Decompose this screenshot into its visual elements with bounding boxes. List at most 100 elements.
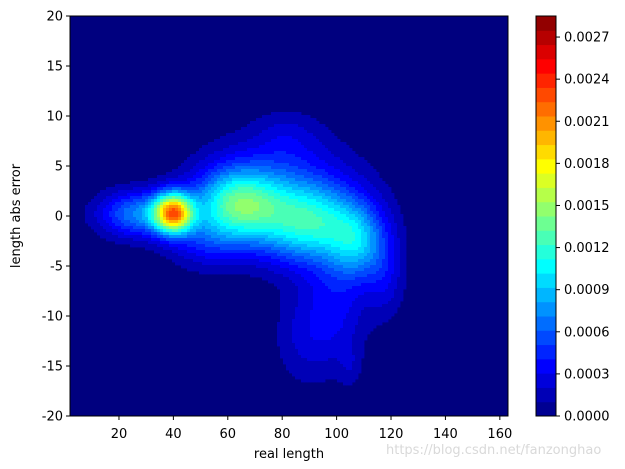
density-cell — [397, 298, 401, 302]
density-cell — [238, 265, 242, 269]
density-cell — [301, 214, 305, 218]
density-cell — [295, 247, 299, 251]
density-cell — [220, 253, 224, 257]
density-cell — [322, 334, 326, 338]
density-cell — [316, 337, 320, 341]
density-cell — [307, 145, 311, 149]
density-cell — [250, 163, 254, 167]
density-cell — [355, 328, 359, 332]
density-cell — [400, 250, 404, 254]
density-cell — [385, 211, 389, 215]
density-cell — [301, 244, 305, 248]
density-cell — [388, 265, 392, 269]
density-cell — [271, 238, 275, 242]
density-cell — [379, 283, 383, 287]
density-cell — [265, 121, 269, 125]
density-cell — [352, 190, 356, 194]
density-cell — [280, 268, 284, 272]
density-cell — [214, 154, 218, 158]
density-cell — [313, 139, 317, 143]
density-cell — [325, 169, 329, 173]
density-cell — [319, 175, 323, 179]
density-cell — [292, 298, 296, 302]
density-cell — [349, 160, 353, 164]
density-cell — [394, 217, 398, 221]
density-cell — [253, 256, 257, 260]
density-cell — [298, 151, 302, 155]
density-cell — [190, 235, 194, 239]
density-cell — [235, 211, 239, 215]
density-cell — [163, 196, 167, 200]
density-cell — [217, 148, 221, 152]
density-cell — [172, 205, 176, 209]
density-cell — [340, 253, 344, 257]
density-cell — [235, 196, 239, 200]
density-cell — [271, 181, 275, 185]
density-cell — [289, 175, 293, 179]
density-cell — [148, 244, 152, 248]
density-cell — [298, 256, 302, 260]
density-cell — [382, 271, 386, 275]
density-cell — [382, 289, 386, 293]
density-cell — [193, 214, 197, 218]
density-cell — [328, 307, 332, 311]
density-cell — [217, 139, 221, 143]
density-cell — [295, 307, 299, 311]
density-cell — [211, 250, 215, 254]
density-cell — [313, 130, 317, 134]
density-cell — [259, 154, 263, 158]
density-cell — [214, 268, 218, 272]
density-cell — [124, 187, 128, 191]
density-cell — [265, 214, 269, 218]
density-cell — [367, 298, 371, 302]
density-cell — [169, 238, 173, 242]
density-cell — [322, 322, 326, 326]
density-cell — [154, 229, 158, 233]
density-cell — [94, 208, 98, 212]
density-cell — [262, 268, 266, 272]
density-cell — [190, 205, 194, 209]
density-cell — [361, 163, 365, 167]
density-cell — [355, 235, 359, 239]
density-cell — [262, 184, 266, 188]
density-cell — [346, 265, 350, 269]
density-cell — [250, 259, 254, 263]
density-cell — [193, 196, 197, 200]
density-cell — [277, 112, 281, 116]
density-cell — [346, 298, 350, 302]
density-cell — [157, 190, 161, 194]
density-cell — [379, 310, 383, 314]
density-cell — [175, 214, 179, 218]
density-cell — [325, 277, 329, 281]
density-cell — [271, 166, 275, 170]
density-cell — [298, 241, 302, 245]
density-cell — [364, 298, 368, 302]
density-cell — [343, 175, 347, 179]
density-cell — [385, 277, 389, 281]
density-cell — [337, 277, 341, 281]
density-cell — [346, 190, 350, 194]
density-cell — [235, 214, 239, 218]
density-cell — [223, 238, 227, 242]
density-cell — [220, 193, 224, 197]
density-cell — [265, 268, 269, 272]
density-cell — [223, 208, 227, 212]
density-cell — [394, 289, 398, 293]
density-cell — [262, 160, 266, 164]
density-cell — [211, 232, 215, 236]
density-cell — [280, 223, 284, 227]
density-cell — [361, 214, 365, 218]
density-cell — [343, 277, 347, 281]
density-cell — [250, 253, 254, 257]
density-cell — [394, 253, 398, 257]
density-cell — [217, 142, 221, 146]
density-cell — [337, 271, 341, 275]
density-cell — [247, 142, 251, 146]
density-cell — [169, 217, 173, 221]
density-cell — [286, 310, 290, 314]
density-cell — [373, 253, 377, 257]
density-cell — [379, 217, 383, 221]
density-cell — [268, 115, 272, 119]
density-cell — [355, 280, 359, 284]
density-cell — [358, 274, 362, 278]
